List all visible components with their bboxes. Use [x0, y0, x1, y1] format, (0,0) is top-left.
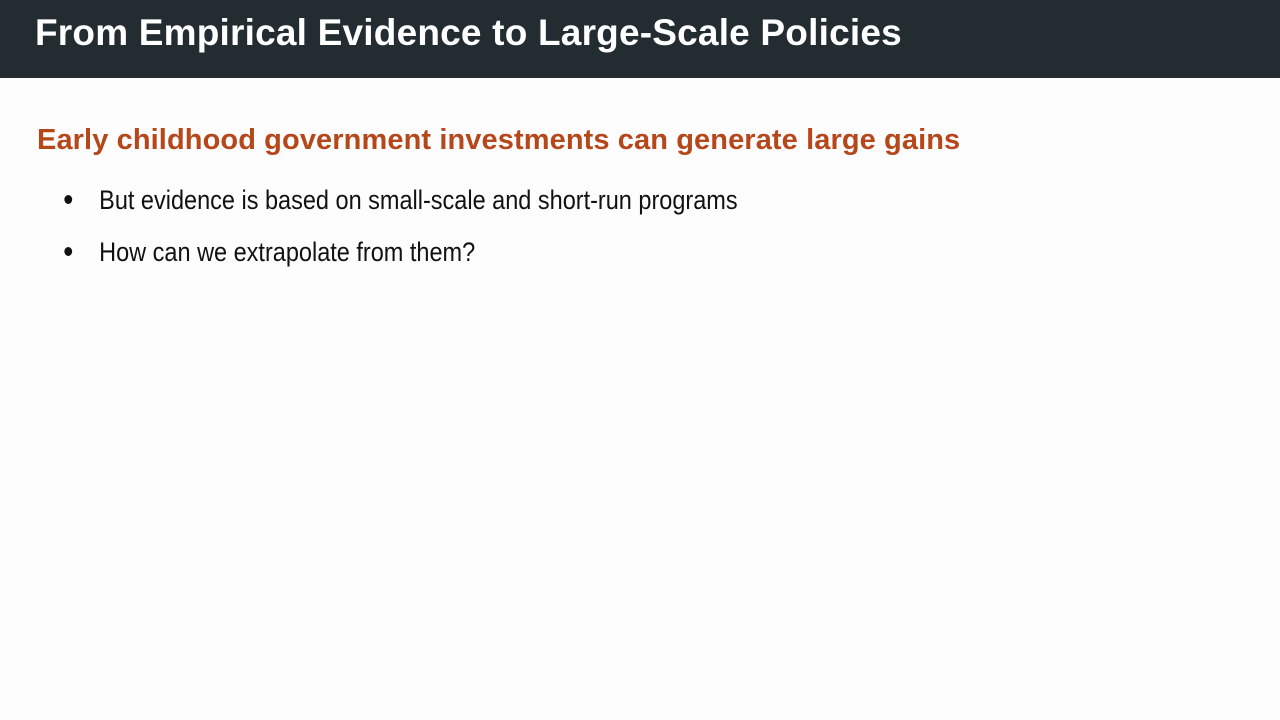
slide-title: From Empirical Evidence to Large-Scale P…	[35, 12, 902, 53]
slide-subheading: Early childhood government investments c…	[37, 124, 961, 156]
list-item: How can we extrapolate from them?	[60, 237, 475, 268]
bullet-text: How can we extrapolate from them?	[99, 237, 476, 267]
bullet-dot-icon	[64, 247, 73, 257]
bullet-dot-icon	[64, 195, 73, 205]
list-item: But evidence is based on small-scale and…	[60, 185, 738, 216]
bullet-text: But evidence is based on small-scale and…	[99, 185, 738, 215]
title-bar: From Empirical Evidence to Large-Scale P…	[0, 0, 1280, 78]
